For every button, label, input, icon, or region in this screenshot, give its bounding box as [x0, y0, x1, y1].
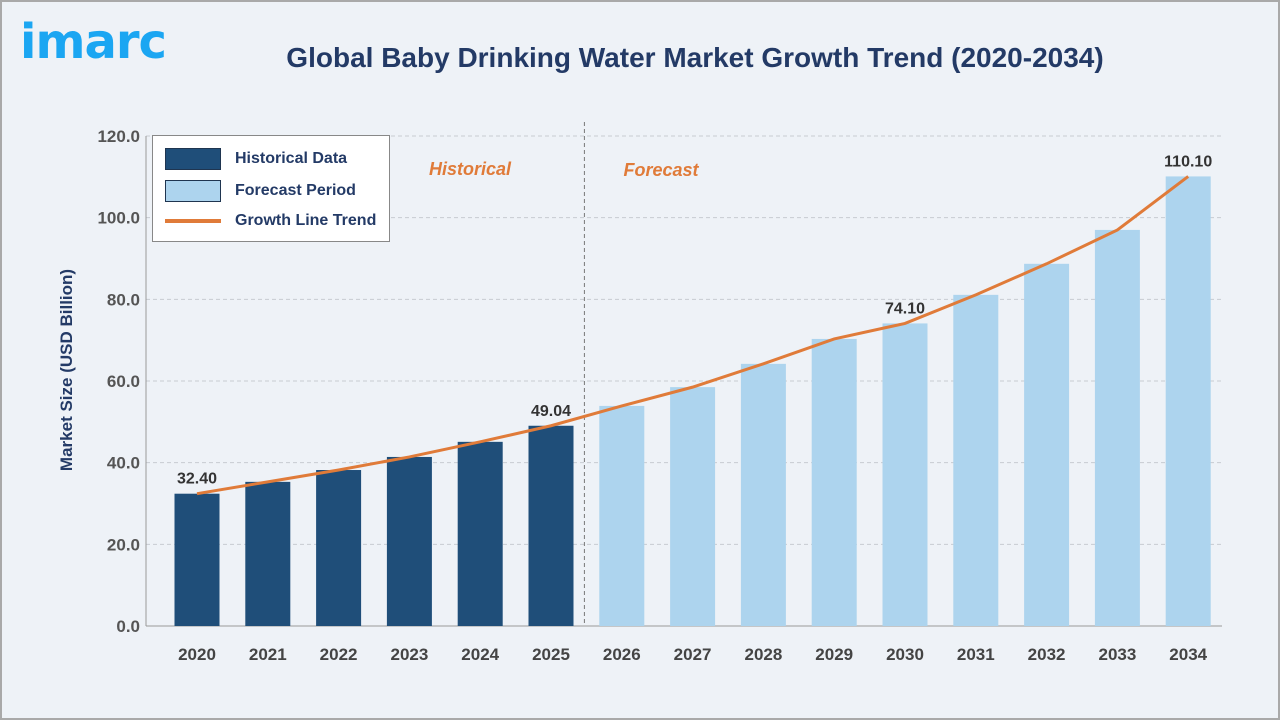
x-tick-label: 2020 — [178, 645, 216, 664]
bar-2020 — [174, 493, 220, 626]
legend-label: Historical Data — [235, 150, 348, 167]
bar-2031 — [953, 294, 999, 626]
y-tick-label: 40.0 — [107, 454, 140, 473]
bar-2024 — [457, 441, 503, 626]
legend-label: Forecast Period — [235, 182, 356, 199]
x-tick-label: 2027 — [674, 645, 712, 664]
chart-title: Global Baby Drinking Water Market Growth… — [286, 42, 1104, 73]
bar-2021 — [245, 481, 291, 626]
y-tick-label: 60.0 — [107, 372, 140, 391]
x-tick-label: 2026 — [603, 645, 641, 664]
forecast-annotation: Forecast — [623, 160, 699, 180]
data-label-2020: 32.40 — [177, 471, 217, 488]
x-tick-label: 2025 — [532, 645, 570, 664]
bar-2028 — [740, 363, 786, 626]
bar-2034 — [1165, 176, 1211, 627]
y-axis-label: Market Size (USD Billion) — [57, 269, 76, 471]
data-label-2025: 49.04 — [531, 403, 571, 420]
bar-2029 — [811, 338, 857, 626]
data-label-2034: 110.10 — [1164, 153, 1212, 170]
bar-2033 — [1094, 229, 1140, 626]
bar-2025 — [528, 425, 574, 626]
x-tick-label: 2021 — [249, 645, 287, 664]
y-tick-label: 20.0 — [107, 535, 140, 554]
x-tick-label: 2033 — [1098, 645, 1136, 664]
bar-2023 — [386, 456, 432, 626]
historical-annotation: Historical — [429, 159, 512, 179]
legend-label: Growth Line Trend — [235, 212, 377, 229]
legend-historical: Historical Data — [165, 148, 347, 170]
imarc-logo: imarc — [20, 14, 167, 70]
bar-2027 — [670, 387, 716, 626]
y-tick-label: 100.0 — [97, 209, 140, 228]
x-tick-label: 2031 — [957, 645, 995, 664]
legend-swatch-line — [165, 219, 221, 223]
x-tick-label: 2023 — [390, 645, 428, 664]
bar-2022 — [316, 470, 362, 626]
x-tick-label: 2030 — [886, 645, 924, 664]
data-label-2030: 74.10 — [885, 300, 925, 317]
x-tick-label: 2024 — [461, 645, 499, 664]
bar-2030 — [882, 323, 928, 626]
x-tick-label: 2028 — [744, 645, 782, 664]
y-tick-label: 120.0 — [97, 127, 140, 146]
legend-swatch-forecast — [165, 180, 221, 202]
legend-swatch-historical — [165, 148, 221, 170]
x-tick-label: 2032 — [1028, 645, 1066, 664]
bar-2026 — [599, 405, 645, 626]
x-tick-label: 2034 — [1169, 645, 1207, 664]
x-tick-label: 2022 — [320, 645, 358, 664]
legend-forecast: Forecast Period — [165, 180, 356, 202]
y-tick-label: 0.0 — [116, 617, 140, 636]
y-tick-label: 80.0 — [107, 290, 140, 309]
x-tick-label: 2029 — [815, 645, 853, 664]
bar-2032 — [1024, 263, 1070, 626]
legend-growth-line: Growth Line Trend — [165, 212, 376, 230]
legend: Historical Data Forecast Period Growth L… — [152, 135, 390, 242]
